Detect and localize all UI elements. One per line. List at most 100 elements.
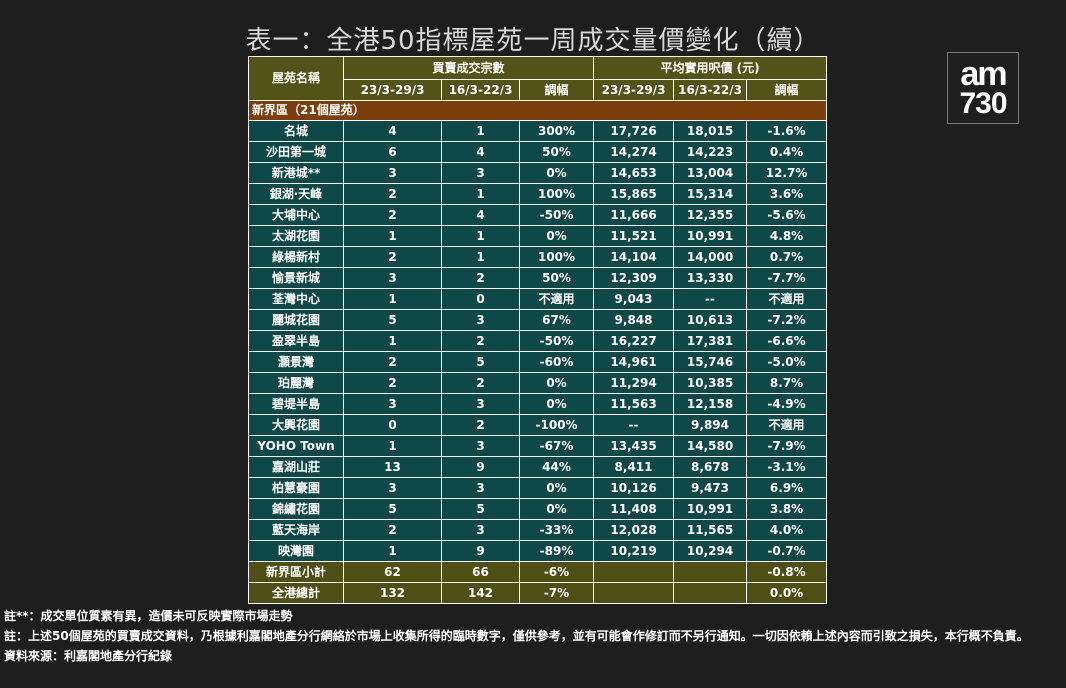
table-row: 太湖花園 1 1 0% 11,521 10,991 4.8% [248, 225, 828, 247]
price-change-cell: 3.6% [746, 183, 828, 205]
price-previous-cell: 14,223 [673, 141, 748, 163]
table-row: 柏慧豪園 3 3 0% 10,126 9,473 6.9% [248, 477, 828, 499]
table-row: 珀麗灣 2 2 0% 11,294 10,385 8.7% [248, 372, 828, 394]
vol-current-cell: 1 [343, 288, 442, 310]
price-previous-cell: 17,381 [673, 330, 748, 352]
header-vol-current: 23/3-29/3 [343, 79, 442, 101]
table-row: 荃灣中心 1 0 不適用 9,043 -- 不適用 [248, 288, 828, 310]
vol-current-cell: 3 [343, 162, 442, 184]
vol-change-cell: 不適用 [518, 288, 595, 310]
table-row: 大埔中心 2 4 -50% 11,666 12,355 -5.6% [248, 204, 828, 226]
vol-current-cell: 132 [343, 582, 442, 604]
vol-previous-cell: 2 [441, 414, 520, 436]
vol-current-cell: 1 [343, 330, 442, 352]
header-price-current: 23/3-29/3 [593, 79, 675, 101]
price-change-cell: 不適用 [746, 414, 828, 436]
estate-cell: 灝景灣 [248, 351, 344, 373]
price-change-cell: 0.0% [746, 582, 828, 604]
price-current-cell: 14,653 [593, 162, 675, 184]
vol-previous-cell: 1 [441, 183, 520, 205]
vol-previous-cell: 5 [441, 498, 520, 520]
price-current-cell: 9,848 [593, 309, 675, 331]
price-change-cell: 4.0% [746, 519, 828, 541]
vol-previous-cell: 0 [441, 288, 520, 310]
price-previous-cell [673, 582, 748, 604]
price-previous-cell: 15,314 [673, 183, 748, 205]
price-change-cell: 4.8% [746, 225, 828, 247]
estate-cell: 綠楊新村 [248, 246, 344, 268]
vol-current-cell: 3 [343, 393, 442, 415]
header-price-previous: 16/3-22/3 [673, 79, 748, 101]
vol-current-cell: 3 [343, 477, 442, 499]
price-current-cell: 14,961 [593, 351, 675, 373]
price-current-cell: 15,865 [593, 183, 675, 205]
estate-cell: 盈翠半島 [248, 330, 344, 352]
vol-previous-cell: 2 [441, 372, 520, 394]
estate-cell: 愉景新城 [248, 267, 344, 289]
vol-previous-cell: 2 [441, 267, 520, 289]
vol-change-cell: -60% [518, 351, 595, 373]
price-current-cell: 11,521 [593, 225, 675, 247]
vol-change-cell: 44% [518, 456, 595, 478]
price-current-cell [593, 582, 675, 604]
price-change-cell: -7.7% [746, 267, 828, 289]
vol-change-cell: 300% [518, 120, 595, 142]
vol-current-cell: 5 [343, 498, 442, 520]
vol-current-cell: 1 [343, 225, 442, 247]
table-row: 灝景灣 2 5 -60% 14,961 15,746 -5.0% [248, 351, 828, 373]
vol-previous-cell: 3 [441, 435, 520, 457]
vol-change-cell: -33% [518, 519, 595, 541]
price-previous-cell: 8,678 [673, 456, 748, 478]
header-vol-change: 調幅 [518, 79, 595, 101]
note-disclaimer: 註：上述50個屋苑的買賣成交資料，乃根據利嘉閣地產分行網絡於市場上收集所得的臨時… [4, 629, 1029, 643]
vol-current-cell: 2 [343, 372, 442, 394]
vol-previous-cell: 3 [441, 309, 520, 331]
header-row-2: 23/3-29/3 16/3-22/3 調幅 23/3-29/3 16/3-22… [248, 79, 828, 101]
vol-current-cell: 62 [343, 561, 442, 583]
logo-line1: am [960, 54, 1007, 93]
table-row: 大興花園 0 2 -100% -- 9,894 不適用 [248, 414, 828, 436]
transaction-table: 屋苑名稱 買賣成交宗數 平均實用呎價 (元) 23/3-29/3 16/3-22… [247, 56, 828, 604]
vol-change-cell: 0% [518, 477, 595, 499]
price-current-cell: 9,043 [593, 288, 675, 310]
vol-previous-cell: 5 [441, 351, 520, 373]
price-current-cell: 11,408 [593, 498, 675, 520]
header-price-group: 平均實用呎價 (元) [593, 56, 828, 80]
vol-current-cell: 2 [343, 204, 442, 226]
estate-cell: 柏慧豪園 [248, 477, 344, 499]
price-current-cell: 16,227 [593, 330, 675, 352]
price-previous-cell: 9,894 [673, 414, 748, 436]
estate-cell: 嘉湖山莊 [248, 456, 344, 478]
vol-previous-cell: 1 [441, 225, 520, 247]
table-row: 碧堤半島 3 3 0% 11,563 12,158 -4.9% [248, 393, 828, 415]
table-row: 麗城花園 5 3 67% 9,848 10,613 -7.2% [248, 309, 828, 331]
price-previous-cell: 12,355 [673, 204, 748, 226]
price-previous-cell: 15,746 [673, 351, 748, 373]
vol-change-cell: -7% [518, 582, 595, 604]
price-current-cell: 10,219 [593, 540, 675, 562]
price-change-cell: 12.7% [746, 162, 828, 184]
price-change-cell: 0.4% [746, 141, 828, 163]
price-current-cell: 17,726 [593, 120, 675, 142]
price-previous-cell: 10,294 [673, 540, 748, 562]
price-current-cell: 14,104 [593, 246, 675, 268]
price-change-cell: -4.9% [746, 393, 828, 415]
vol-change-cell: 50% [518, 141, 595, 163]
vol-current-cell: 5 [343, 309, 442, 331]
table-row: 名城 4 1 300% 17,726 18,015 -1.6% [248, 120, 828, 142]
vol-change-cell: 100% [518, 246, 595, 268]
page-title: 表一：全港50指標屋苑一周成交量價變化（續） [245, 26, 821, 56]
price-change-cell: -5.6% [746, 204, 828, 226]
header-volume-group: 買賣成交宗數 [342, 56, 595, 80]
vol-previous-cell: 66 [441, 561, 520, 583]
price-change-cell: 不適用 [746, 288, 828, 310]
vol-previous-cell: 3 [441, 519, 520, 541]
table-row: 銀湖‧天峰 2 1 100% 15,865 15,314 3.6% [248, 183, 828, 205]
vol-previous-cell: 9 [441, 456, 520, 478]
vol-current-cell: 2 [343, 519, 442, 541]
price-previous-cell: 10,385 [673, 372, 748, 394]
vol-current-cell: 2 [343, 183, 442, 205]
vol-change-cell: -100% [518, 414, 595, 436]
price-current-cell: 8,411 [593, 456, 675, 478]
vol-current-cell: 1 [343, 540, 442, 562]
